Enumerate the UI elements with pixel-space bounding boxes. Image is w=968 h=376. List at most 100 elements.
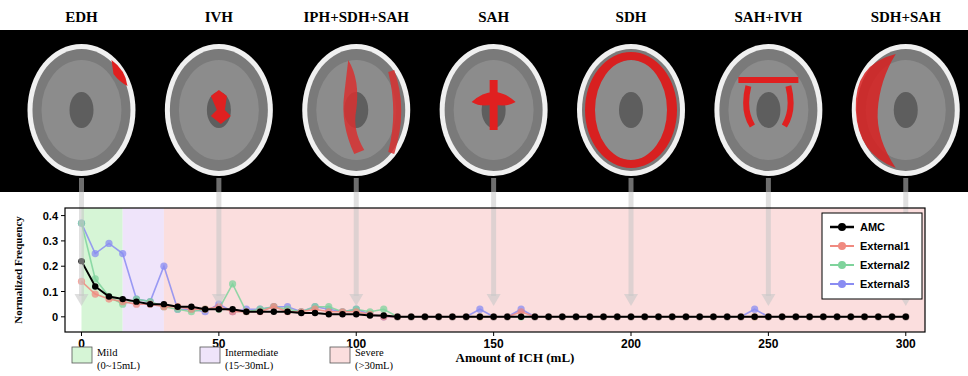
series-point <box>298 310 304 316</box>
x-tick-label: 250 <box>758 337 778 351</box>
series-point <box>861 313 868 320</box>
series-point <box>160 263 167 270</box>
series-point <box>92 250 99 257</box>
series-point <box>243 308 250 315</box>
y-tick <box>61 291 65 292</box>
series-point <box>435 313 442 320</box>
series-point <box>105 240 112 247</box>
series-point <box>477 314 483 320</box>
ct-image <box>27 44 135 176</box>
series-point <box>696 313 703 320</box>
y-tick <box>61 266 65 267</box>
series-point <box>435 314 441 320</box>
series-point <box>435 313 442 320</box>
ct-image <box>165 44 273 176</box>
plot-frame <box>65 208 925 332</box>
series-point <box>888 313 895 320</box>
series-point <box>572 313 579 320</box>
series-point <box>600 314 606 320</box>
series-point <box>298 308 305 315</box>
series-point <box>531 313 538 320</box>
series-point <box>271 309 277 315</box>
series-point <box>600 313 607 320</box>
series-point <box>476 306 483 313</box>
series-point <box>875 313 882 320</box>
series-point <box>298 308 305 315</box>
series-point <box>586 313 593 320</box>
legend-label: External3 <box>860 278 910 290</box>
legend-marker <box>838 223 846 231</box>
series-point <box>669 313 676 320</box>
series-point <box>696 313 703 320</box>
series-point <box>861 314 867 320</box>
series-point <box>394 313 401 320</box>
series-point <box>792 313 799 320</box>
series-point <box>600 313 607 320</box>
series-point <box>806 313 813 320</box>
region-swatch <box>72 347 92 363</box>
series-point <box>902 313 909 320</box>
series-point <box>902 313 909 320</box>
legend-marker <box>838 280 846 288</box>
series-point <box>738 314 744 320</box>
series-point <box>889 314 895 320</box>
series-point <box>779 313 786 320</box>
series-point <box>847 313 854 320</box>
series-point <box>820 313 827 320</box>
y-tick-label: 0 <box>52 311 58 323</box>
series-point <box>449 314 455 320</box>
series-point <box>751 306 758 313</box>
series-point <box>627 313 634 320</box>
series-point <box>751 313 758 320</box>
series-point <box>380 306 387 313</box>
series-point <box>202 306 208 312</box>
series-point <box>381 312 387 318</box>
series-point <box>559 314 565 320</box>
series-point <box>476 313 483 320</box>
series-point <box>380 313 387 320</box>
x-tick <box>356 332 357 336</box>
series-point <box>545 313 552 320</box>
series-point <box>792 313 799 320</box>
series-point <box>655 313 662 320</box>
series-point <box>380 313 387 320</box>
y-tick-label: 0.4 <box>43 210 59 222</box>
series-point <box>92 283 98 289</box>
figure: EDHIVHIPH+SDH+SAHSAHSDHSAH+IVHSDH+SAH050… <box>0 0 968 376</box>
series-point <box>463 313 470 320</box>
series-point <box>394 314 400 320</box>
series-point <box>174 303 181 310</box>
series-point <box>339 311 345 317</box>
severity-region <box>123 208 164 332</box>
series-point <box>490 313 497 320</box>
y-tick <box>61 215 65 216</box>
series-point <box>751 313 758 320</box>
series-point <box>243 308 250 315</box>
region-range-label: (0~15mL) <box>97 360 141 372</box>
series-point <box>449 313 456 320</box>
series-point <box>875 313 882 320</box>
series-point <box>669 314 675 320</box>
severity-region <box>164 208 925 332</box>
x-axis-title: Amount of ICH (mL) <box>456 350 575 365</box>
series-point <box>366 311 373 318</box>
legend-label: AMC <box>860 221 885 233</box>
series-point <box>902 313 909 320</box>
series-point <box>682 313 689 320</box>
image-label: SAH <box>478 9 509 25</box>
series-point <box>572 313 579 320</box>
series-point <box>751 314 757 320</box>
x-tick-label: 200 <box>621 337 641 351</box>
y-tick-label: 0.3 <box>43 235 58 247</box>
ct-image <box>302 44 410 176</box>
series-point <box>586 313 593 320</box>
series-point <box>614 313 621 320</box>
series-point <box>106 293 112 299</box>
series-point <box>531 313 538 320</box>
y-tick-label: 0.2 <box>43 260 58 272</box>
series-point <box>888 313 895 320</box>
region-swatch <box>200 347 220 363</box>
series-point <box>820 313 827 320</box>
series-point <box>243 309 249 315</box>
series-point <box>641 313 648 320</box>
